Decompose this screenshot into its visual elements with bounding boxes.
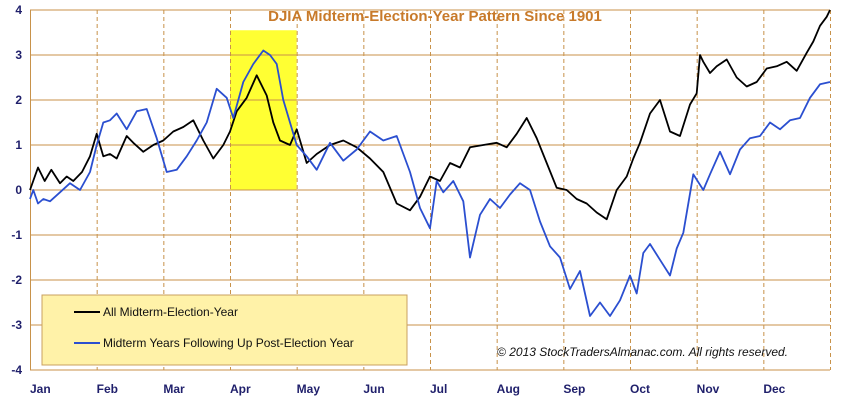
x-tick-label: Jan — [30, 382, 51, 396]
y-tick-label: 0 — [15, 183, 22, 197]
x-tick-label: Jun — [363, 382, 384, 396]
x-tick-label: Sep — [563, 382, 585, 396]
x-tick-label: May — [297, 382, 321, 396]
x-tick-label: Jul — [430, 382, 447, 396]
x-tick-label: Dec — [763, 382, 785, 396]
y-tick-label: -3 — [11, 318, 22, 332]
x-tick-label: Mar — [163, 382, 185, 396]
y-tick-label: 2 — [15, 93, 22, 107]
y-tick-label: 3 — [15, 48, 22, 62]
y-tick-label: -1 — [11, 228, 22, 242]
x-tick-label: Apr — [230, 382, 251, 396]
series-line-all-midterm — [29, 9, 831, 221]
y-tick-label: -4 — [11, 363, 22, 377]
y-tick-label: 1 — [15, 138, 22, 152]
chart-title: DJIA Midterm-Election-Year Pattern Since… — [268, 8, 602, 25]
series-line-post-election-up — [29, 49, 831, 317]
x-tick-label: Nov — [697, 382, 720, 396]
legend-label-post-election-up: Midterm Years Following Up Post-Election… — [103, 336, 354, 350]
x-tick-label: Aug — [497, 382, 520, 396]
y-tick-label: -2 — [11, 273, 22, 287]
x-tick-label: Feb — [97, 382, 118, 396]
legend: All Midterm-Election-Year Midterm Years … — [41, 294, 408, 366]
legend-box — [41, 294, 408, 366]
copyright-notice: © 2013 StockTradersAlmanac.com. All righ… — [497, 345, 788, 359]
x-tick-label: Oct — [630, 382, 650, 396]
y-tick-label: 4 — [15, 3, 22, 17]
legend-label-all-midterm: All Midterm-Election-Year — [103, 305, 238, 319]
